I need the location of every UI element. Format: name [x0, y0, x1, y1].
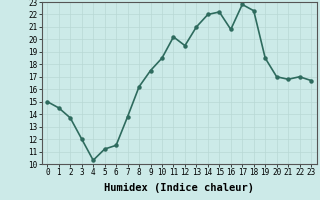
X-axis label: Humidex (Indice chaleur): Humidex (Indice chaleur): [104, 183, 254, 193]
